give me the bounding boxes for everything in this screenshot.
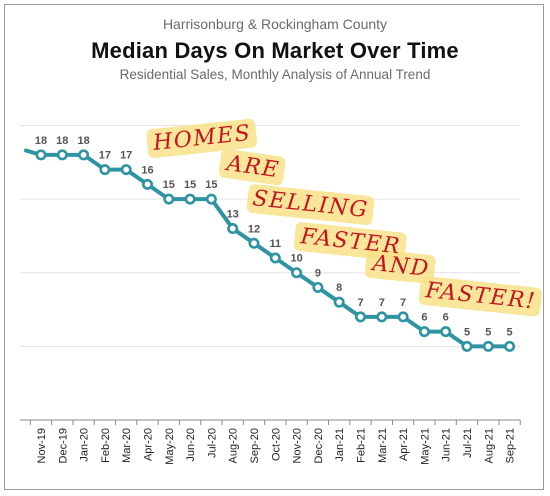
data-point [440, 326, 452, 338]
x-tick-label: Feb-20 [100, 428, 112, 463]
x-tick-label: Feb-21 [356, 428, 368, 463]
data-point [312, 281, 324, 293]
x-tick-label: Aug-21 [483, 428, 495, 463]
annotation-highlight [146, 118, 258, 158]
chart-frame [4, 4, 544, 490]
chart-title: Median Days On Market Over Time [91, 38, 459, 63]
data-label: 18 [56, 135, 68, 147]
data-label: 15 [205, 179, 217, 191]
data-label: 10 [290, 253, 302, 265]
annotation-highlight [364, 248, 436, 284]
data-point [354, 311, 366, 323]
chart-subtitle: Residential Sales, Monthly Analysis of A… [119, 67, 431, 82]
series-layer [24, 148, 516, 352]
x-tick-label: Jun-20 [185, 428, 197, 462]
x-tick-label: May-21 [419, 428, 431, 465]
data-point [461, 340, 473, 352]
x-tick-label: Jan-21 [334, 428, 346, 462]
data-labels: 18 18 18 17 17 16 15 15 15 13 12 11 10 9 8 7 7 7 6 6 5 5 5 [35, 135, 513, 338]
data-point [504, 340, 516, 352]
x-tick-label: Jul-21 [462, 428, 474, 458]
x-tick-label: Oct-20 [270, 428, 282, 461]
data-label: 16 [141, 164, 153, 176]
x-tick-label: Nov-20 [292, 428, 304, 463]
data-point [99, 164, 111, 176]
x-tick-label: Jul-20 [206, 428, 218, 458]
data-label: 9 [315, 267, 321, 279]
x-tick-label: Jan-20 [79, 428, 91, 462]
annotation-highlight [218, 149, 286, 186]
data-label: 6 [421, 312, 427, 324]
annotation-highlight [246, 184, 375, 226]
data-label: 17 [99, 150, 111, 162]
x-tick-label: Dec-20 [313, 428, 325, 463]
data-label: 12 [248, 223, 260, 235]
data-label: 7 [357, 297, 363, 309]
x-tick-label: Mar-20 [121, 428, 133, 463]
data-point [248, 237, 260, 249]
x-tick-label: Dec-19 [57, 428, 69, 463]
data-point [205, 193, 217, 205]
chart-supertitle: Harrisonburg & Rockingham County [162, 16, 388, 32]
x-tick-label: Apr-21 [398, 428, 410, 461]
x-tick-label: Mar-21 [377, 428, 389, 463]
data-point [397, 311, 409, 323]
x-tick-labels: Nov-19 Dec-19 Jan-20 Feb-20 Mar-20 Apr-20 May-… [36, 428, 517, 465]
data-label: 13 [227, 209, 239, 221]
data-label: 5 [507, 326, 513, 338]
data-label: 6 [443, 312, 449, 324]
x-tick-label: Apr-20 [143, 428, 155, 461]
data-label: 11 [269, 238, 281, 250]
x-axis [20, 419, 521, 425]
data-label: 15 [184, 179, 196, 191]
data-point [482, 340, 494, 352]
data-label: 18 [35, 135, 47, 147]
x-tick-label: May-20 [164, 428, 176, 465]
data-point [184, 193, 196, 205]
x-tick-label: Aug-20 [228, 428, 240, 463]
x-tick-label: Jun-21 [441, 428, 453, 462]
data-point [376, 311, 388, 323]
x-tick-label: Nov-19 [36, 428, 48, 463]
data-label: 5 [464, 326, 470, 338]
data-label: 7 [400, 297, 406, 309]
x-tick-label: Sep-21 [505, 428, 517, 463]
annotation-highlights [146, 118, 542, 317]
annotation-word: AND [369, 251, 431, 282]
data-label: 8 [336, 282, 342, 294]
data-point [78, 149, 90, 161]
data-label: 5 [485, 326, 491, 338]
data-point [35, 149, 47, 161]
data-label: 15 [163, 179, 175, 191]
data-point [269, 252, 281, 264]
data-label: 18 [77, 135, 89, 147]
data-point [333, 296, 345, 308]
x-tick-label: Sep-20 [249, 428, 261, 463]
data-point [163, 193, 175, 205]
data-point [120, 164, 132, 176]
annotation-highlight [418, 276, 542, 317]
data-point [418, 326, 430, 338]
data-point [227, 223, 239, 235]
data-point [291, 267, 303, 279]
data-point [56, 149, 68, 161]
data-label: 17 [120, 150, 132, 162]
data-label: 7 [379, 297, 385, 309]
data-point [142, 178, 154, 190]
